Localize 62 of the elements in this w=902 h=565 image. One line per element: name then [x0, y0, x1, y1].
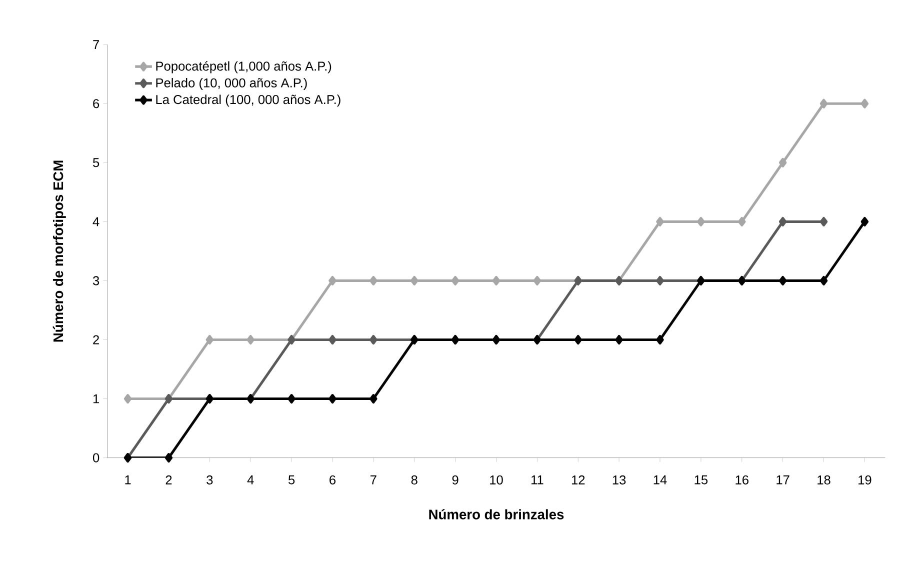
- y-tick-label: 6: [93, 99, 100, 108]
- point: [451, 276, 460, 286]
- y-tick-label: 4: [92, 217, 100, 226]
- point: [778, 158, 787, 168]
- x-tick-label: 5: [288, 475, 295, 484]
- point: [656, 217, 664, 227]
- y-tick-label: 7: [93, 40, 99, 50]
- point: [492, 276, 500, 286]
- point: [328, 394, 336, 404]
- x-tick-label: 8: [411, 475, 418, 485]
- x-tick-label: 9: [452, 475, 458, 485]
- point: [860, 98, 869, 108]
- x-tick-label: 2: [166, 475, 172, 484]
- point: [288, 394, 296, 404]
- x-tick-label: 18: [818, 475, 830, 485]
- y-tick-label: 0: [92, 453, 100, 462]
- point: [656, 335, 664, 345]
- point: [738, 217, 746, 227]
- x-tick-label: 10: [490, 475, 503, 485]
- legend-label: Pelado (10, 000 años A.P.): [156, 78, 307, 90]
- point: [574, 335, 582, 345]
- x-tick-label: 17: [776, 475, 790, 484]
- point: [820, 217, 828, 227]
- point: [206, 335, 214, 345]
- y-tick-label: 5: [92, 158, 100, 168]
- x-tick-label: 6: [330, 475, 336, 485]
- point: [370, 276, 378, 286]
- x-tick-label: 14: [654, 475, 667, 484]
- point: [246, 335, 254, 345]
- point: [328, 276, 336, 286]
- point: [778, 276, 787, 286]
- point: [328, 335, 336, 345]
- point: [410, 276, 418, 286]
- x-tick-label: 3: [206, 475, 213, 485]
- x-tick-label: 4: [247, 475, 254, 484]
- x-tick-label: 15: [694, 475, 708, 484]
- x-tick-label: 11: [531, 475, 544, 484]
- x-axis-title: Número de brinzales: [429, 509, 564, 520]
- x-tick-label: 16: [736, 475, 748, 485]
- point: [124, 394, 132, 404]
- legend-label: La Catedral (100, 000 años A.P.): [156, 94, 340, 107]
- point: [778, 217, 787, 227]
- x-tick-label: 1: [125, 475, 131, 484]
- point: [370, 335, 378, 345]
- point: [370, 394, 378, 404]
- point: [860, 217, 869, 227]
- point: [820, 276, 828, 286]
- y-tick-label: 2: [93, 335, 99, 344]
- point: [820, 98, 828, 108]
- point: [656, 276, 664, 286]
- legend-label: Popocatépetl (1,000 años A.P.): [156, 61, 332, 74]
- x-tick-label: 19: [858, 475, 872, 485]
- point: [164, 453, 173, 463]
- x-tick-label: 7: [370, 475, 376, 484]
- x-tick-label: 13: [612, 475, 626, 485]
- x-tick-label: 12: [572, 475, 585, 484]
- y-tick-label: 3: [92, 276, 100, 286]
- y-axis-title: Número de morfotipos ECM: [52, 160, 66, 342]
- point: [533, 276, 542, 286]
- y-tick-label: 1: [93, 394, 99, 404]
- point: [697, 217, 705, 227]
- point: [615, 335, 623, 345]
